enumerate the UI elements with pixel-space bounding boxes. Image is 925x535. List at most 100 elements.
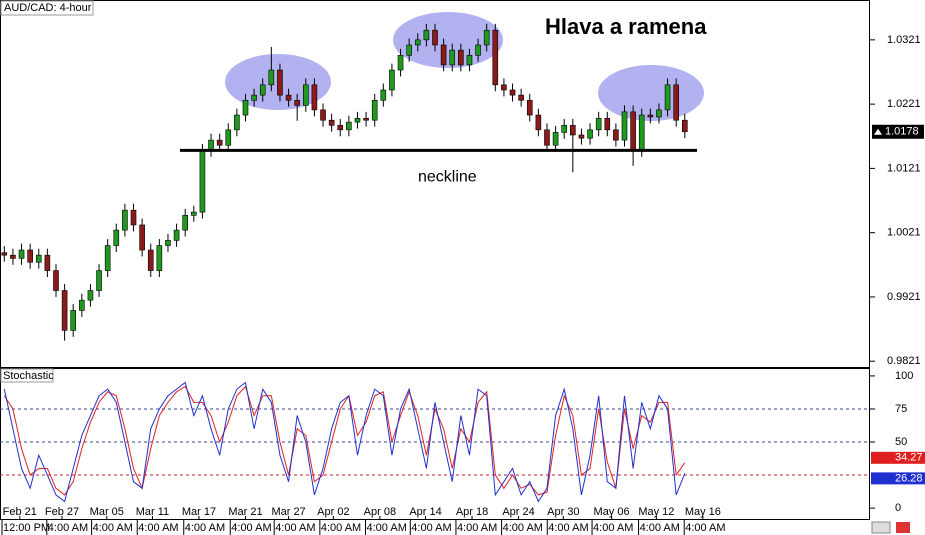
x-tick-label: Apr 30 — [547, 506, 579, 518]
candle-body — [122, 209, 128, 231]
candle-body — [294, 99, 300, 106]
candle-body — [70, 310, 77, 331]
candle-body — [1, 252, 8, 256]
y-tick-label: 1.0121 — [887, 162, 921, 174]
y-tick-label: 100 — [895, 370, 913, 382]
candle-body — [277, 69, 283, 96]
candle-body — [27, 249, 33, 263]
candle-body — [578, 134, 585, 139]
marks: 0.9821 0.9921 1.0021 1.0121 1.0221 1.0321 neck… — [0, 23, 925, 535]
candle-body — [552, 132, 559, 146]
candle-body — [544, 129, 550, 146]
time-tick-label: 4:00 AM — [640, 522, 680, 534]
candle-body — [423, 29, 430, 41]
candle-body — [268, 69, 275, 86]
candle-body — [87, 290, 94, 301]
value-label: 34.27 — [895, 452, 923, 464]
candle-body — [320, 109, 326, 121]
candle-body — [302, 84, 309, 106]
candle-body — [587, 129, 593, 139]
time-tick-label: 4:00 AM — [411, 522, 451, 534]
candle-body — [561, 125, 568, 133]
candle-body — [406, 44, 412, 56]
candle-body — [234, 114, 240, 131]
candle-body — [354, 117, 361, 123]
candle-body — [518, 94, 524, 101]
y-tick-label: 0.9921 — [887, 291, 921, 303]
x-tick-label: Apr 24 — [502, 506, 534, 518]
time-tick-label: 4:00 AM — [93, 522, 133, 534]
time-tick-label: 4:00 AM — [138, 522, 178, 534]
candle-body — [337, 125, 344, 131]
candle-body — [483, 29, 490, 46]
candle-body — [173, 229, 180, 241]
x-tick-label: Apr 18 — [456, 506, 488, 518]
candle-body — [440, 44, 447, 66]
candle-body — [139, 224, 145, 251]
x-tick-label: Mar 21 — [228, 506, 262, 518]
candle-body — [251, 94, 257, 101]
candle-body — [35, 254, 42, 263]
time-tick-label: 12:00 PM — [3, 522, 50, 534]
time-tick-label: 4:00 AM — [457, 522, 497, 534]
candle-body — [492, 29, 499, 86]
candle-body — [225, 129, 232, 146]
x-tick-label: Mar 11 — [136, 506, 169, 518]
stoch-box — [0, 368, 54, 383]
value-label: 26.28 — [895, 472, 923, 484]
candle-body — [311, 84, 318, 111]
x-tick-label: May 06 — [594, 506, 630, 518]
time-tick-label: 4:00 AM — [503, 522, 543, 534]
candle-body — [647, 114, 654, 118]
time-tick-label: 4:00 AM — [685, 522, 725, 534]
candle-body — [535, 114, 542, 131]
time-tick-label: 4:00 AM — [185, 522, 225, 534]
candle-body — [53, 270, 59, 291]
symbol-box — [0, 0, 94, 16]
time-tick-label: 4:00 AM — [367, 522, 407, 534]
candle-body — [285, 94, 292, 101]
stoch-line — [3, 385, 686, 496]
y-tick-label: 75 — [895, 403, 907, 415]
candle-body — [208, 139, 214, 151]
candle-body — [328, 119, 335, 126]
candle-body — [242, 99, 249, 116]
candle-body — [113, 229, 120, 246]
time-tick-label: 4:00 AM — [275, 522, 315, 534]
x-tick-label: Mar 05 — [90, 506, 124, 518]
y-tick-label: 1.0321 — [887, 34, 921, 46]
shoulder-highlight — [598, 65, 704, 121]
time-tick-label: 4:00 AM — [548, 522, 588, 534]
candle-body — [44, 254, 51, 271]
time-tick-label: 4:00 AM — [593, 522, 633, 534]
candle-body — [501, 84, 507, 91]
y-tick-label: 0.9821 — [887, 355, 921, 367]
candle-body — [182, 215, 188, 231]
candle-body — [509, 89, 516, 96]
candle-body — [630, 111, 636, 151]
candle-body — [466, 54, 473, 66]
candle-body — [570, 125, 576, 136]
icon[interactable] — [896, 522, 910, 533]
candle-body — [380, 89, 387, 101]
candle-body — [130, 209, 137, 226]
candle-body — [147, 249, 154, 271]
candle-body — [475, 44, 481, 56]
candle-body — [389, 69, 395, 91]
neckline-label: neckline — [418, 169, 477, 186]
last-price-arrow — [874, 128, 882, 135]
candle-body — [458, 49, 464, 66]
candle-body — [638, 114, 645, 151]
candle-body — [613, 129, 619, 141]
value-box — [871, 451, 925, 464]
y-tick-label: 1.0221 — [887, 98, 921, 110]
candle-body — [346, 121, 352, 131]
symbol-label: AUD/CAD: 4-hour — [4, 2, 92, 14]
candle-body — [526, 99, 533, 116]
icon[interactable] — [871, 521, 891, 534]
candle-body — [449, 49, 456, 66]
x-tick-label: Mar 27 — [271, 506, 305, 518]
candle-body — [259, 84, 266, 96]
x-tick-label: Apr 08 — [364, 506, 396, 518]
x-tick-label: Apr 02 — [317, 506, 349, 518]
